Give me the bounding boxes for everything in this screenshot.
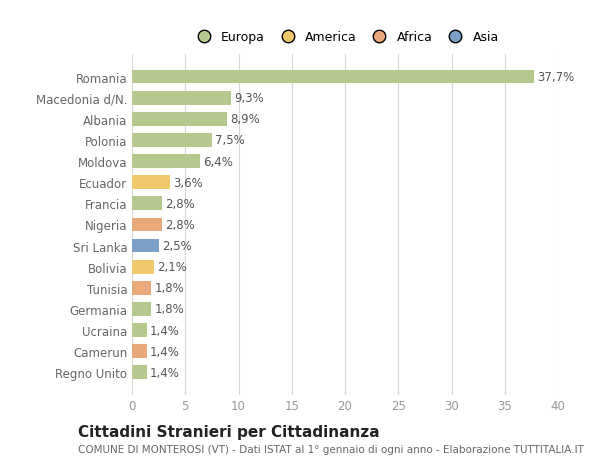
Text: 1,8%: 1,8% [154,303,184,316]
Text: 1,4%: 1,4% [150,324,180,337]
Text: 7,5%: 7,5% [215,134,245,147]
Text: 2,1%: 2,1% [158,261,187,274]
Text: 8,9%: 8,9% [230,113,260,126]
Text: 2,8%: 2,8% [165,218,195,231]
Bar [132,71,533,84]
Bar [132,324,147,337]
Bar [132,197,162,211]
Bar [132,260,154,274]
Bar [132,155,200,168]
Bar [132,218,162,232]
Bar [132,134,212,147]
Text: 1,4%: 1,4% [150,345,180,358]
Text: Cittadini Stranieri per Cittadinanza: Cittadini Stranieri per Cittadinanza [78,425,380,440]
Text: 37,7%: 37,7% [537,71,574,84]
Text: 2,5%: 2,5% [162,240,191,252]
Bar [132,366,147,379]
Bar [132,176,170,190]
Bar [132,112,227,126]
Text: 3,6%: 3,6% [173,176,203,189]
Text: 2,8%: 2,8% [165,197,195,210]
Bar [132,92,231,105]
Bar [132,302,151,316]
Text: 6,4%: 6,4% [203,155,233,168]
Text: 1,8%: 1,8% [154,282,184,295]
Legend: Europa, America, Africa, Asia: Europa, America, Africa, Asia [187,28,503,48]
Text: 1,4%: 1,4% [150,366,180,379]
Bar [132,239,158,253]
Bar [132,345,147,358]
Text: 9,3%: 9,3% [234,92,264,105]
Bar [132,281,151,295]
Text: COMUNE DI MONTEROSI (VT) - Dati ISTAT al 1° gennaio di ogni anno - Elaborazione : COMUNE DI MONTEROSI (VT) - Dati ISTAT al… [78,444,584,454]
